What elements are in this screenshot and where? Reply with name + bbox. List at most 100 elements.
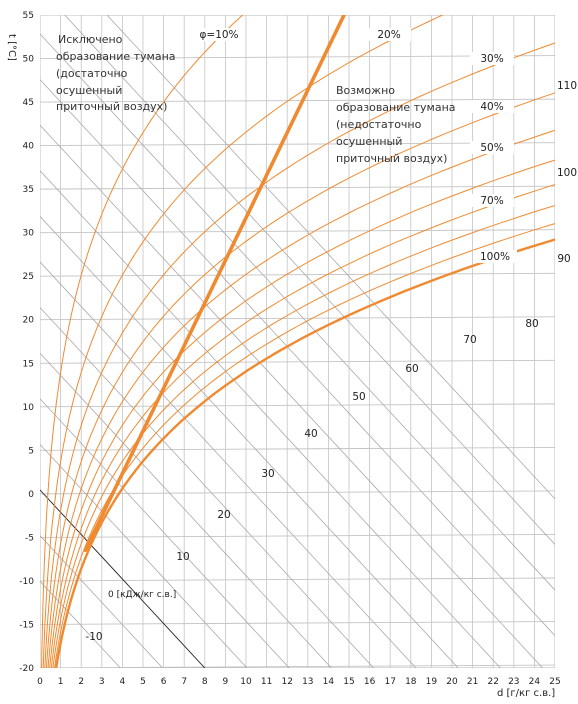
annotation-line: приточный воздух) <box>336 152 447 165</box>
humidity-curve <box>54 238 555 668</box>
enthalpy-label: -10 <box>85 631 102 643</box>
y-tick-label: 55 <box>23 11 34 21</box>
isotherm-line <box>40 403 555 408</box>
isotherm-line <box>40 15 119 16</box>
humidity-curve <box>49 159 555 668</box>
x-tick-label: 18 <box>405 677 417 687</box>
enthalpy-label: 80 <box>525 318 538 330</box>
humidity-curves <box>41 15 555 668</box>
annotation-line: образование тумана <box>336 101 456 114</box>
y-tick-label: 15 <box>23 359 34 369</box>
x-tick-label: 21 <box>467 677 478 687</box>
annotation-fog-excluded: Исключено образование тумана (достаточно… <box>56 33 176 113</box>
isotherm-line <box>40 359 555 364</box>
annotation-fog-possible: Возможно образование тумана (недостаточн… <box>336 84 456 165</box>
x-tick-label: 16 <box>364 677 376 687</box>
enthalpy-line <box>40 261 417 668</box>
isotherm-line <box>40 490 555 495</box>
enthalpy-line <box>40 78 555 637</box>
annotation-line: (недостаточно <box>336 118 422 131</box>
x-tick-label: 6 <box>161 677 167 687</box>
y-tick-label: -10 <box>19 577 34 587</box>
x-tick-label: 2 <box>78 677 84 687</box>
enthalpy-line <box>106 15 555 500</box>
y-tick-label: -20 <box>19 664 34 674</box>
x-tick-label: 9 <box>223 677 229 687</box>
x-tick-label: 4 <box>120 677 126 687</box>
enthalpy-line <box>64 15 555 546</box>
annotation-line: Исключено <box>58 33 123 46</box>
humidity-label: 50% <box>480 142 503 154</box>
humidity-label: 100% <box>480 251 510 263</box>
enthalpy-label: 110 <box>557 80 577 92</box>
annotation-line: осушенный <box>336 135 402 148</box>
y-tick-label: 25 <box>23 272 34 282</box>
humidity-curve <box>54 223 555 668</box>
humidity-curve <box>46 92 555 668</box>
tick-labels: 0 1 2 3 4 5 6 7 8 9 10 11 12 13 14 15 16 17 18 19 20 21 22 23 24… <box>19 11 560 687</box>
x-tick-label: 3 <box>99 677 105 687</box>
enthalpy-line <box>40 306 375 668</box>
fog-boundary-line <box>83 15 347 553</box>
x-tick-label: 19 <box>426 677 438 687</box>
isotherm-line <box>40 229 555 234</box>
humidity-curve <box>47 129 555 668</box>
enthalpy-label: 70 <box>463 334 476 346</box>
x-tick-label: 23 <box>508 677 519 687</box>
y-tick-label: 20 <box>23 316 35 326</box>
curve-labels: φ=10% 20% 30% 40% 50% 70% 100% -10 10 20 30 40 50 60 7… <box>85 28 577 643</box>
grid-layer <box>40 15 555 668</box>
isotherm-line <box>40 98 555 103</box>
enthalpy-label: 60 <box>405 363 418 375</box>
annotation-line: осушенный <box>56 84 122 97</box>
x-tick-label: 5 <box>140 677 146 687</box>
y-tick-label: 35 <box>23 185 34 195</box>
x-tick-label: 0 <box>37 677 43 687</box>
label-background <box>470 52 514 65</box>
x-tick-label: 25 <box>549 677 560 687</box>
humidity-curve <box>52 204 555 668</box>
label-background <box>367 28 411 41</box>
enthalpy-unit-label: 0 [кДж/кг с.в.] <box>108 590 176 600</box>
y-tick-label: 50 <box>23 55 35 65</box>
x-tick-label: 10 <box>240 677 252 687</box>
y-tick-label: -5 <box>25 533 34 543</box>
enthalpy-line <box>40 215 459 668</box>
enthalpy-label: 40 <box>304 428 317 440</box>
x-tick-label: 8 <box>202 677 208 687</box>
label-background <box>470 100 514 113</box>
x-tick-label: 22 <box>487 677 498 687</box>
annotation-line: образование тумана <box>56 50 176 63</box>
humidity-curve <box>41 15 244 668</box>
x-axis-label: d [г/кг с.в.] <box>497 688 555 699</box>
humidity-label: 70% <box>480 195 503 207</box>
x-tick-label: 24 <box>529 677 541 687</box>
humidity-curve <box>44 42 555 668</box>
isotherm-line <box>40 185 555 190</box>
x-tick-label: 13 <box>302 677 313 687</box>
x-tick-label: 12 <box>281 677 292 687</box>
annotation-line: Возможно <box>336 84 395 97</box>
enthalpy-label: 10 <box>176 551 189 563</box>
isotherm-line <box>40 316 555 321</box>
x-tick-label: 17 <box>384 677 395 687</box>
humidity-label: 20% <box>377 29 400 41</box>
humidity-label: 30% <box>480 53 503 65</box>
x-tick-label: 15 <box>343 677 354 687</box>
label-background <box>473 250 517 263</box>
y-tick-label: 30 <box>23 229 35 239</box>
enthalpy-label: 30 <box>261 468 274 480</box>
isotherm-line <box>40 664 555 668</box>
y-tick-label: 10 <box>23 403 35 413</box>
x-tick-label: 20 <box>446 677 458 687</box>
y-tick-label: 40 <box>23 142 35 152</box>
isotherm-line <box>40 621 555 625</box>
isotherm-line <box>40 55 555 59</box>
x-tick-label: 7 <box>181 677 187 687</box>
humidity-label: 40% <box>480 101 503 113</box>
label-background <box>470 141 514 154</box>
y-axis-label: t [°C] <box>6 34 17 61</box>
x-tick-label: 14 <box>323 677 335 687</box>
enthalpy-line <box>40 33 555 591</box>
